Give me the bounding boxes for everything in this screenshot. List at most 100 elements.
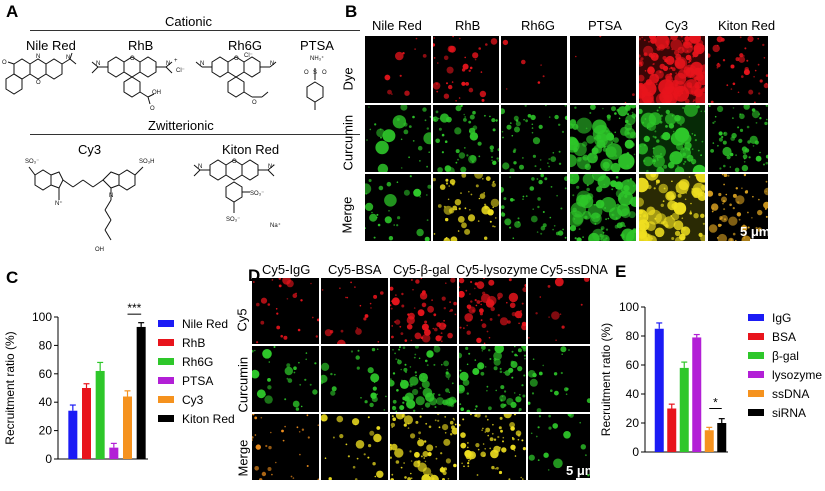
droplet [458,207,461,210]
droplet [524,105,527,107]
droplet [390,443,398,451]
droplet [356,366,360,370]
droplet [639,215,642,217]
droplet [460,166,467,172]
droplet [467,446,469,449]
droplet [536,231,539,233]
legend-label-4: ssDNA [772,387,809,401]
droplet [747,38,750,41]
droplet [681,42,694,54]
droplet [486,389,488,392]
droplet [298,361,300,364]
droplet [383,409,386,411]
droplet [441,363,443,366]
droplet [438,426,441,429]
droplet [489,358,492,360]
droplet [689,210,692,213]
droplet [640,112,657,128]
droplet [495,217,497,219]
bar-5 [136,326,146,459]
droplet [674,80,686,93]
droplet [633,153,636,156]
droplet [304,378,307,381]
droplet [445,182,449,185]
droplet [547,285,551,288]
droplet [763,187,768,196]
droplet [671,203,678,210]
droplet [459,294,460,296]
droplet [484,366,487,368]
legend-label-5: siRNA [772,406,806,420]
droplet [369,213,378,222]
droplet [370,373,380,383]
droplet [480,371,485,376]
droplet [460,432,466,438]
droplet [625,119,629,124]
droplet [461,174,467,178]
droplet [474,408,477,411]
droplet [514,346,516,348]
droplet [729,203,732,207]
droplet [484,431,487,433]
droplet [431,477,435,480]
droplet [431,299,433,301]
droplet [482,443,485,445]
droplet [493,438,497,441]
panel-b-col-cy3: Cy3 [665,18,689,33]
droplet [558,162,562,165]
droplet [419,160,421,162]
droplet [744,47,747,50]
droplet [716,63,721,68]
droplet [594,222,597,225]
droplet [394,319,401,325]
droplet [585,127,588,130]
tile-curcumin-ptsa [570,105,636,172]
chart-c: 0 20 40 60 80 100 Recruitment ratio (%) *** Nile… [3,301,235,466]
droplet [489,115,491,118]
droplet [464,207,467,210]
droplet [447,378,450,380]
droplet [373,236,376,239]
droplet [656,139,660,143]
droplet [391,335,394,339]
droplet [403,367,408,372]
svg-text:O: O [252,100,257,106]
droplet [664,132,668,136]
droplet [722,140,727,145]
droplet [475,405,478,408]
droplet [558,150,561,153]
droplet [586,184,589,187]
droplet [445,458,451,464]
droplet [617,106,628,117]
bar-0 [68,410,78,459]
droplet [252,414,255,416]
droplet [675,115,685,125]
panel-d-col-igg: Cy5-IgG [262,262,311,277]
significance-label: * [713,396,718,410]
droplet [502,440,504,443]
droplet [390,286,394,291]
droplet [424,440,427,443]
droplet [355,328,362,335]
droplet [474,282,478,286]
droplet [675,72,677,75]
droplet [373,294,378,299]
droplet [454,127,462,135]
droplet [683,105,698,117]
droplet [433,43,436,47]
droplet [390,378,392,381]
droplet [605,237,608,240]
droplet [455,161,458,164]
panel-b-row-merge: Merge [339,196,355,234]
droplet [406,324,413,330]
droplet [751,110,760,119]
droplet [317,478,319,480]
tile-curcumin-kiton-red [708,105,768,172]
droplet [287,378,293,383]
droplet [463,113,465,116]
droplet [652,155,654,158]
droplet [757,227,762,232]
droplet [537,197,541,201]
droplet [454,423,457,426]
droplet [340,329,344,333]
